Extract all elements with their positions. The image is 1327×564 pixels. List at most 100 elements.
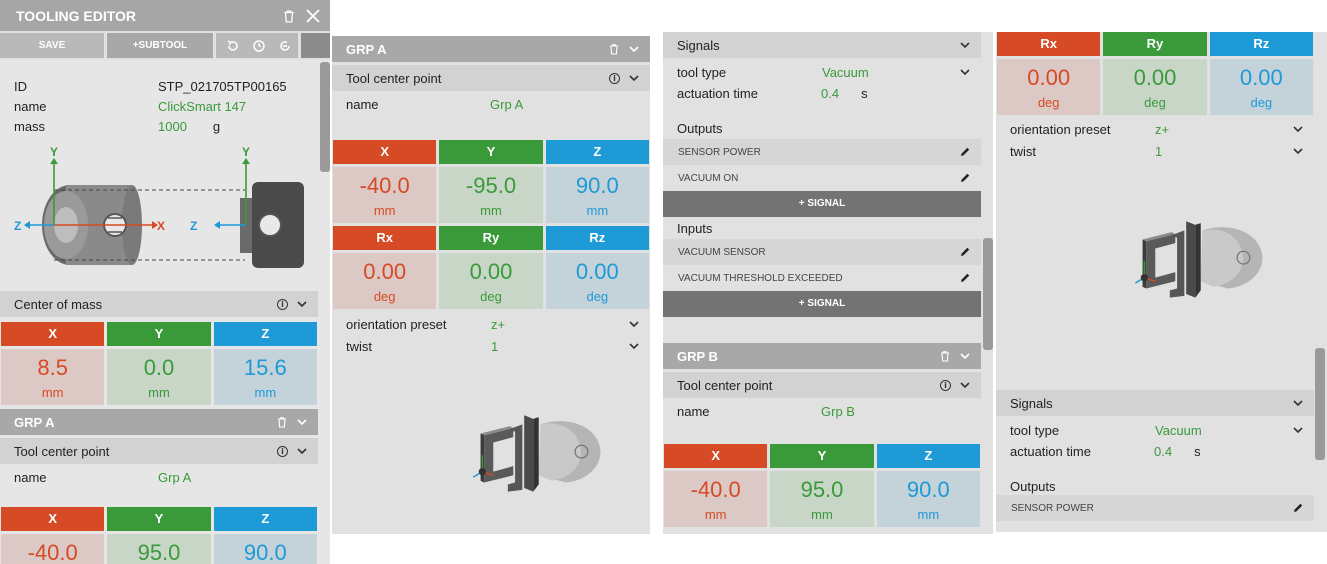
actuation-value[interactable]: 0.4 xyxy=(1154,443,1173,459)
tcp-y-cell[interactable]: 95.0 xyxy=(107,534,211,564)
save-button[interactable]: SAVE xyxy=(0,33,104,58)
orientation-preset-dropdown[interactable]: orientation preset z+ xyxy=(332,313,650,335)
chevron-down-icon[interactable] xyxy=(296,416,308,428)
rot-y-value[interactable]: 0.00 xyxy=(1133,65,1177,90)
pos-y-cell[interactable]: 95.0 mm xyxy=(770,471,874,527)
twist-dropdown[interactable]: twist 1 xyxy=(996,140,1314,162)
pos-z-cell[interactable]: 90.0 mm xyxy=(545,167,649,223)
grp-b-name-value[interactable]: Grp B xyxy=(821,403,855,419)
info-icon[interactable]: i xyxy=(609,72,620,84)
chevron-down-icon[interactable] xyxy=(1292,123,1304,135)
tcp-header[interactable]: Tool center point i xyxy=(0,438,318,464)
tcp-y-value[interactable]: 95.0 xyxy=(137,540,181,564)
edit-icon[interactable] xyxy=(959,172,971,184)
orientation-value[interactable]: z+ xyxy=(1155,121,1170,137)
rot-x-cell[interactable]: 0.00 deg xyxy=(997,59,1101,115)
com-z-value[interactable]: 15.6 xyxy=(243,355,287,380)
tool-type-value[interactable]: Vacuum xyxy=(1155,422,1202,438)
chevron-down-icon[interactable] xyxy=(1292,145,1304,157)
panel4-scrollbar[interactable] xyxy=(1315,348,1325,460)
output-signal-row[interactable]: VACUUM ON xyxy=(663,165,981,191)
twist-dropdown[interactable]: twist 1 xyxy=(332,335,650,357)
undo-icon[interactable] xyxy=(226,39,240,53)
chevron-down-icon[interactable] xyxy=(959,39,971,51)
tcp-header[interactable]: Tool center point i xyxy=(663,372,981,398)
rot-z-value[interactable]: 0.00 xyxy=(575,259,619,284)
rot-x-cell[interactable]: 0.00 deg xyxy=(333,253,437,309)
pos-x-cell[interactable]: -40.0 mm xyxy=(333,167,437,223)
com-y-value[interactable]: 0.0 xyxy=(143,355,175,380)
chevron-down-icon[interactable] xyxy=(959,379,971,391)
chevron-down-icon[interactable] xyxy=(628,318,640,330)
grp-name-value[interactable]: Grp A xyxy=(490,96,524,112)
chevron-down-icon[interactable] xyxy=(628,72,640,84)
editor-scrollbar[interactable] xyxy=(320,62,330,172)
output-signal-row[interactable]: SENSOR POWER xyxy=(996,495,1314,521)
add-subtool-button[interactable]: +SUBTOOL xyxy=(107,33,213,58)
pos-z-value[interactable]: 90.0 xyxy=(906,477,950,502)
add-input-signal-button[interactable]: + SIGNAL xyxy=(663,291,981,317)
trash-icon[interactable] xyxy=(276,416,288,428)
tool-type-dropdown[interactable]: tool type Vacuum xyxy=(663,61,981,83)
com-y-cell[interactable]: 0.0 mm xyxy=(107,349,211,405)
info-icon[interactable]: i xyxy=(277,445,288,457)
rot-x-value[interactable]: 0.00 xyxy=(1027,65,1071,90)
pos-y-value[interactable]: 95.0 xyxy=(800,477,844,502)
pos-x-value[interactable]: -40.0 xyxy=(359,173,410,198)
edit-icon[interactable] xyxy=(959,272,971,284)
trash-icon[interactable] xyxy=(608,43,620,55)
tcp-x-cell[interactable]: -40.0 xyxy=(1,534,105,564)
pos-z-cell[interactable]: 90.0 mm xyxy=(876,471,980,527)
rot-y-value[interactable]: 0.00 xyxy=(469,259,513,284)
grp-a-header[interactable]: GRP A xyxy=(332,36,650,62)
panel3-scrollbar[interactable] xyxy=(983,238,993,350)
chevron-down-icon[interactable] xyxy=(959,66,971,78)
info-icon[interactable]: i xyxy=(940,379,951,391)
twist-value[interactable]: 1 xyxy=(1155,143,1163,159)
orientation-value[interactable]: z+ xyxy=(491,316,506,332)
rot-y-cell[interactable]: 0.00 deg xyxy=(1103,59,1207,115)
pos-x-cell[interactable]: -40.0 mm xyxy=(664,471,768,527)
name-value[interactable]: ClickSmart 147 xyxy=(158,98,247,114)
signals-header[interactable]: Signals xyxy=(996,390,1314,416)
chevron-down-icon[interactable] xyxy=(1292,397,1304,409)
grp-a-header[interactable]: GRP A xyxy=(0,409,318,435)
com-z-cell[interactable]: 15.6 mm xyxy=(213,349,317,405)
tcp-z-value[interactable]: 90.0 xyxy=(243,540,287,564)
pos-x-value[interactable]: -40.0 xyxy=(690,477,741,502)
rot-z-cell[interactable]: 0.00 deg xyxy=(1209,59,1313,115)
chevron-down-icon[interactable] xyxy=(628,340,640,352)
edit-icon[interactable] xyxy=(959,246,971,258)
gripper-preview[interactable] xyxy=(1128,214,1268,314)
rot-x-value[interactable]: 0.00 xyxy=(363,259,407,284)
center-of-mass-header[interactable]: Center of mass i xyxy=(0,291,318,317)
chevron-down-icon[interactable] xyxy=(296,298,308,310)
orientation-preset-dropdown[interactable]: orientation preset z+ xyxy=(996,118,1314,140)
signals-header[interactable]: Signals xyxy=(663,32,981,58)
tcp-header[interactable]: Tool center point i xyxy=(332,65,650,91)
rot-z-value[interactable]: 0.00 xyxy=(1239,65,1283,90)
chevron-down-icon[interactable] xyxy=(959,350,971,362)
grp-b-header[interactable]: GRP B xyxy=(663,343,981,369)
mass-value[interactable]: 1000 xyxy=(158,118,187,134)
edit-icon[interactable] xyxy=(959,146,971,158)
grp-name-value[interactable]: Grp A xyxy=(158,469,192,485)
com-x-cell[interactable]: 8.5 mm xyxy=(1,349,105,405)
info-icon[interactable]: i xyxy=(277,298,288,310)
tcp-x-value[interactable]: -40.0 xyxy=(27,540,78,564)
input-signal-row[interactable]: VACUUM THRESHOLD EXCEEDED xyxy=(663,265,981,291)
twist-value[interactable]: 1 xyxy=(491,338,499,354)
rot-y-cell[interactable]: 0.00 deg xyxy=(439,253,543,309)
editor-scroll-content[interactable]: ID STP_021705TP00165 name ClickSmart 147 m… xyxy=(0,60,318,564)
tool-type-value[interactable]: Vacuum xyxy=(822,64,869,80)
pos-y-value[interactable]: -95.0 xyxy=(465,173,517,198)
chevron-down-icon[interactable] xyxy=(296,445,308,457)
edit-icon[interactable] xyxy=(1292,502,1304,514)
chevron-down-icon[interactable] xyxy=(628,43,640,55)
actuation-value[interactable]: 0.4 xyxy=(821,85,840,101)
input-signal-row[interactable]: VACUUM SENSOR xyxy=(663,239,981,265)
close-icon[interactable] xyxy=(306,8,320,23)
output-signal-row[interactable]: SENSOR POWER xyxy=(663,139,981,165)
com-x-value[interactable]: 8.5 xyxy=(37,355,68,380)
chevron-down-icon[interactable] xyxy=(1292,424,1304,436)
